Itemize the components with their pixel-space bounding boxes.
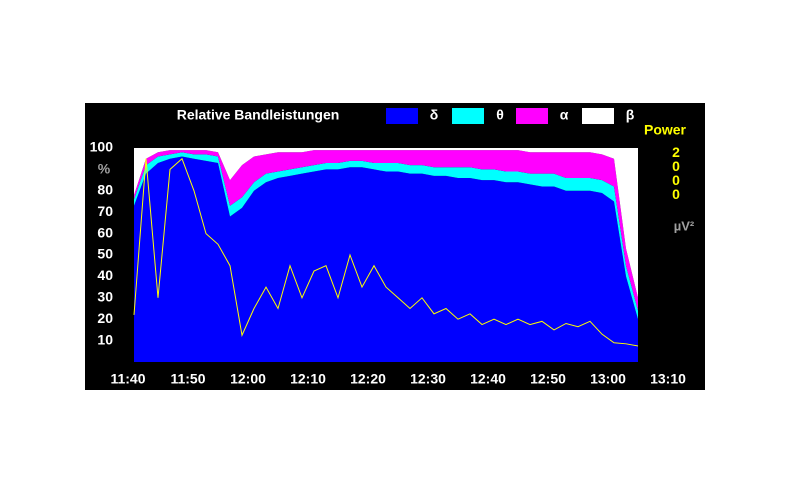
y-tick-label: 20 <box>97 310 113 326</box>
y-tick-label: 40 <box>97 267 113 283</box>
legend-label: δ <box>430 107 439 123</box>
x-tick-label: 12:10 <box>290 371 326 387</box>
band-area <box>134 150 638 311</box>
y2-axis-label: Power <box>644 122 687 138</box>
y2-unit: µV² <box>674 218 695 233</box>
y-tick-label: 50 <box>97 246 113 262</box>
legend-label: θ <box>496 107 504 123</box>
chart-title: Relative Bandleistungen <box>177 107 340 123</box>
legend-swatch <box>452 108 484 124</box>
y-tick-label: 10 <box>97 331 113 347</box>
x-tick-label: 12:30 <box>410 371 446 387</box>
y2-tick-label: 2000 <box>668 144 684 200</box>
x-tick-label: 12:00 <box>230 371 266 387</box>
legend-label: β <box>626 107 635 123</box>
x-tick-label: 11:40 <box>110 371 145 387</box>
y-tick-label: 70 <box>97 203 113 219</box>
x-tick-label: 12:50 <box>530 371 566 387</box>
legend-label: α <box>560 107 569 123</box>
x-tick-label: 13:10 <box>650 371 686 387</box>
y-tick-label: 30 <box>97 289 113 305</box>
y-tick-label: 80 <box>97 182 113 198</box>
x-tick-label: 12:40 <box>470 371 506 387</box>
power-line <box>133 157 639 347</box>
y-tick-label: 100 <box>90 139 114 155</box>
legend-swatch <box>516 108 548 124</box>
x-tick-label: 11:50 <box>170 371 205 387</box>
band-area <box>134 156 638 362</box>
y-tick-label: 60 <box>97 224 113 240</box>
x-tick-label: 12:20 <box>350 371 386 387</box>
y-axis-label: % <box>98 161 111 177</box>
legend-swatch <box>582 108 614 124</box>
x-tick-label: 13:00 <box>590 371 626 387</box>
legend-swatch <box>386 108 418 124</box>
